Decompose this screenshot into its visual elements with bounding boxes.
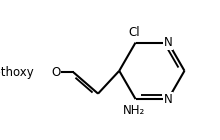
Text: N: N [164,36,172,49]
Text: N: N [164,93,172,106]
Text: Cl: Cl [128,26,140,39]
Text: methoxy: methoxy [0,66,35,79]
Text: NH₂: NH₂ [123,104,145,117]
Text: O: O [51,66,60,79]
